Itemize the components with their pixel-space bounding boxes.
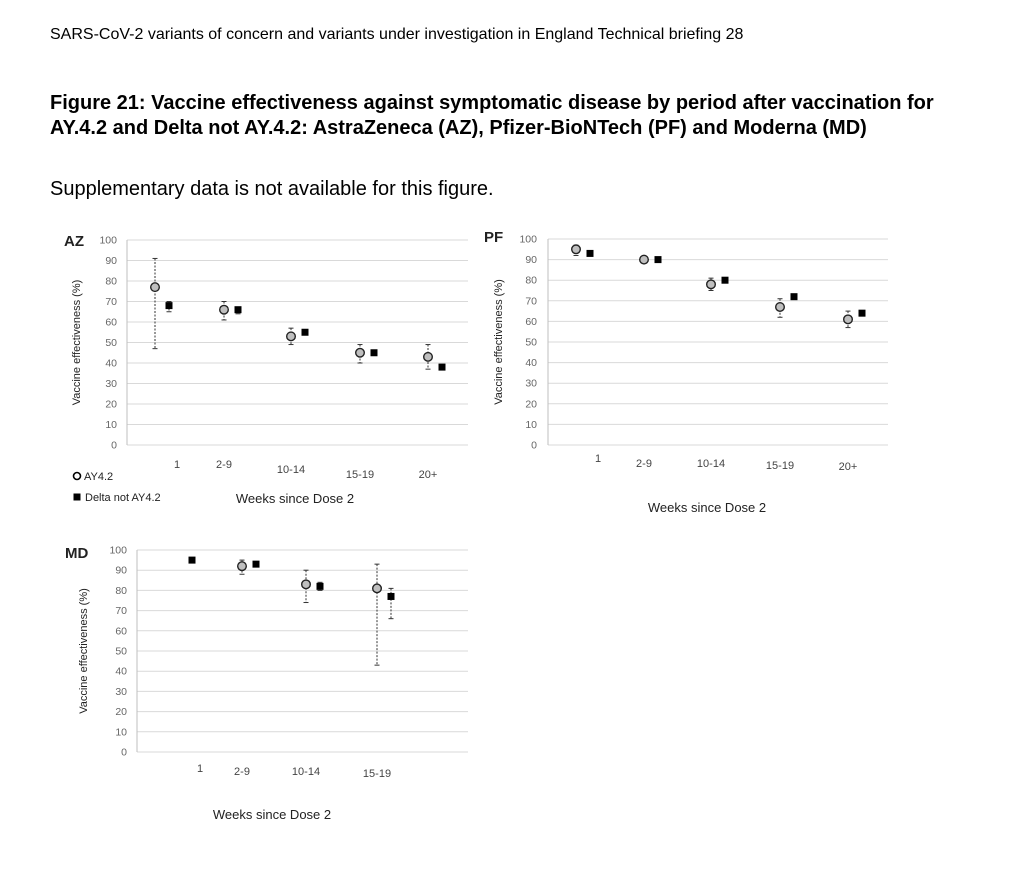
az-ay42-point [149,282,160,293]
az-y-axis-label: Vaccine effectiveness (%) [71,280,83,406]
md-y-tick-label: 60 [115,625,127,637]
pf-x-tick-label: 2-9 [636,458,652,470]
pf-y-tick-label: 40 [525,357,537,369]
md-y-tick-label: 30 [115,686,127,698]
pf-ay42-point [706,279,717,290]
md-y-tick-label: 40 [115,666,127,678]
pf-x-tick-label: 20+ [839,461,858,473]
az-x-tick-label: 1 [174,459,180,471]
az-panel-title: AZ [64,233,84,250]
pf-ay42-point [775,301,786,312]
az-ay42-point [218,304,229,315]
pf-x-axis-label: Weeks since Dose 2 [648,500,766,515]
pf-delta-point [858,309,866,317]
az-y-tick-label: 0 [111,440,117,452]
az-y-tick-label: 100 [99,235,117,247]
az-y-tick-label: 50 [105,337,117,349]
az-y-tick-label: 70 [105,296,117,308]
pf-ay42-point [639,254,650,265]
az-ay42-point [423,351,434,362]
legend-delta-label: Delta not AY4.2 [85,492,161,504]
az-y-tick-label: 60 [105,317,117,329]
md-x-tick-label: 2-9 [234,766,250,778]
md-ay42-point [236,561,247,572]
legend-ay42-label: AY4.2 [84,471,113,483]
md-y-tick-label: 0 [121,747,127,759]
az-x-axis-label: Weeks since Dose 2 [236,491,354,506]
pf-x-tick-label: 10-14 [697,458,725,470]
az-y-tick-label: 10 [105,419,117,431]
az-y-tick-label: 40 [105,358,117,370]
pf-y-tick-label: 0 [531,440,537,452]
az-delta-point [165,302,173,310]
md-ay42-point [372,583,383,594]
legend-delta-marker [73,493,81,501]
legend: AY4.2 Delta not AY4.2 [72,471,161,504]
pf-x-tick-label: 1 [595,453,601,465]
figure-title: Figure 21: Vaccine effectiveness against… [50,92,934,139]
pf-panel-title: PF [484,229,503,246]
md-x-axis-label: Weeks since Dose 2 [213,807,331,822]
pf-y-tick-label: 90 [525,254,537,266]
md-panel-title: MD [65,545,88,562]
az-y-tick-label: 30 [105,378,117,390]
md-delta-point [252,560,260,568]
az-ay42-point [355,347,366,358]
md-ay42-point [301,579,312,590]
az-x-tick-label: 20+ [419,469,438,481]
md-x-tick-label: 15-19 [363,768,391,780]
pf-y-tick-label: 60 [525,316,537,328]
md-x-tick-label: 10-14 [292,766,320,778]
pf-y-tick-label: 30 [525,378,537,390]
pf-delta-point [586,249,594,257]
md-y-tick-label: 10 [115,726,127,738]
pf-y-tick-label: 80 [525,275,537,287]
md-y-tick-label: 20 [115,706,127,718]
legend-ay42-marker [72,471,82,481]
pf-y-tick-label: 70 [525,295,537,307]
md-delta-point [316,582,324,590]
md-delta-point [188,556,196,564]
az-delta-point [370,349,378,357]
md-y-axis-label: Vaccine effectiveness (%) [78,588,90,714]
pf-y-tick-label: 20 [525,398,537,410]
az-x-tick-label: 15-19 [346,469,374,481]
pf-y-axis-label: Vaccine effectiveness (%) [493,279,505,405]
pf-ay42-point [843,314,854,325]
az-x-tick-label: 10-14 [277,464,305,476]
md-y-tick-label: 80 [115,585,127,597]
page-header: SARS-CoV-2 variants of concern and varia… [50,26,744,43]
az-y-tick-label: 80 [105,276,117,288]
az-delta-point [301,328,309,336]
pf-y-tick-label: 50 [525,337,537,349]
pf-x-tick-label: 15-19 [766,460,794,472]
pf-y-tick-label: 10 [525,419,537,431]
supplementary-note: Supplementary data is not available for … [50,178,494,200]
md-x-tick-label: 1 [197,763,203,775]
pf-delta-point [790,293,798,301]
az-x-tick-label: 2-9 [216,459,232,471]
pf-delta-point [721,276,729,284]
az-y-tick-label: 90 [105,255,117,267]
pf-y-tick-label: 100 [519,234,537,246]
md-y-tick-label: 70 [115,605,127,617]
md-y-tick-label: 100 [109,545,127,557]
az-ay42-point [286,331,297,342]
az-y-tick-label: 20 [105,399,117,411]
pf-ay42-point [571,244,582,255]
md-y-tick-label: 90 [115,565,127,577]
md-delta-point [387,592,395,600]
az-delta-point [234,306,242,314]
md-y-tick-label: 50 [115,646,127,658]
az-delta-point [438,363,446,371]
pf-delta-point [654,256,662,264]
